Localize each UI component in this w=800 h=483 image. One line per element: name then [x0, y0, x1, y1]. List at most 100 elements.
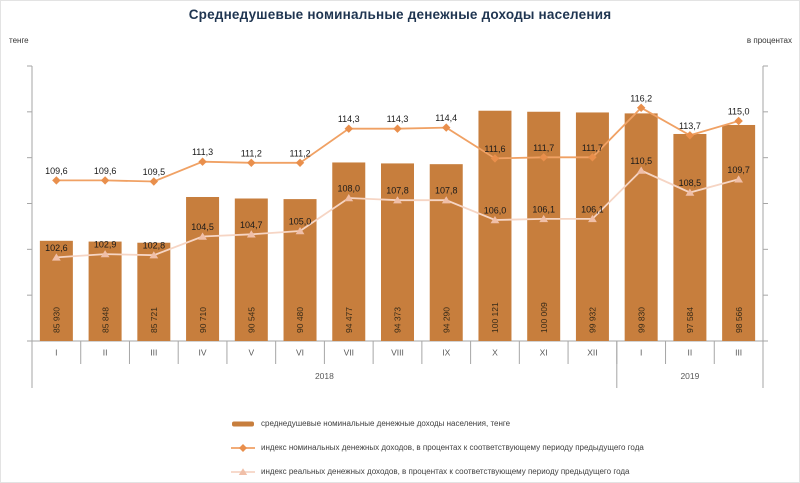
legend-item: индекс реальных денежных доходов, в проц…: [231, 464, 644, 479]
legend-label: индекс реальных денежных доходов, в проц…: [261, 467, 630, 476]
bar-value-label: 98 566: [734, 307, 744, 333]
month-label: IX: [442, 348, 450, 358]
triangle-marker: [100, 250, 110, 258]
year-label: 2019: [680, 371, 699, 381]
point-label: 109,5: [143, 167, 166, 177]
legend-bar-swatch: [232, 421, 254, 426]
bar-value-label: 85 930: [52, 307, 62, 333]
bar-value-label: 90 710: [198, 307, 208, 333]
point-label: 102,9: [94, 240, 117, 250]
diamond-marker: [490, 154, 500, 163]
month-label: VIII: [391, 348, 404, 358]
left-axis-unit-label: тенге: [9, 36, 29, 45]
bar: [429, 164, 463, 341]
legend-label: индекс номинальных денежных доходов, в п…: [261, 443, 644, 452]
legend-item: среднедушевые номинальные денежные доход…: [231, 416, 644, 431]
diamond-marker: [393, 124, 402, 133]
point-label: 107,8: [386, 186, 409, 196]
point-label: 107,8: [435, 186, 458, 196]
triangle-marker: [246, 230, 256, 238]
diamond-marker: [198, 157, 207, 166]
diamond-marker: [247, 158, 256, 167]
bar: [234, 198, 268, 341]
bar-value-label: 100 009: [539, 302, 549, 333]
diamond-marker: [100, 176, 110, 185]
bar: [137, 242, 171, 341]
triangle-marker: [51, 253, 61, 261]
legend-item: индекс номинальных денежных доходов, в п…: [231, 440, 644, 455]
month-label: V: [248, 348, 254, 358]
bar-value-label: 94 290: [441, 307, 451, 333]
point-label: 111,7: [533, 143, 554, 153]
legend-label: среднедушевые номинальные денежные доход…: [261, 419, 511, 428]
month-label: X: [492, 348, 498, 358]
bar-value-label: 90 545: [247, 307, 257, 333]
point-label: 111,6: [484, 144, 505, 154]
bar-value-label: 100 121: [490, 302, 500, 333]
point-label: 104,5: [191, 222, 214, 232]
point-label: 109,6: [45, 166, 68, 176]
diamond-marker: [734, 116, 743, 126]
point-label: 102,8: [143, 241, 166, 251]
diamond-marker: [149, 177, 159, 186]
month-label: XI: [540, 348, 548, 358]
bar-value-label: 99 932: [588, 307, 598, 333]
point-label: 104,7: [240, 220, 263, 230]
point-label: 110,5: [630, 156, 652, 166]
triangle-marker: [149, 251, 159, 259]
bar-value-label: 94 477: [344, 307, 354, 333]
triangle-marker: [295, 227, 305, 235]
month-label: III: [150, 348, 157, 358]
legend-diamond-marker: [231, 443, 255, 452]
month-label: III: [735, 348, 742, 358]
bar-value-label: 94 373: [393, 307, 403, 333]
point-label: 116,2: [630, 93, 652, 103]
bar: [624, 113, 658, 342]
point-label: 108,5: [679, 178, 702, 188]
point-label: 105,0: [289, 217, 312, 227]
triangle-marker: [636, 166, 646, 174]
bar-value-label: 85 721: [149, 307, 159, 333]
point-label: 106,0: [484, 206, 507, 216]
diamond-marker: [539, 153, 548, 162]
chart-title: Среднедушевые номинальные денежные доход…: [188, 7, 612, 22]
bar-value-label: 85 848: [100, 307, 110, 333]
chart-legend: среднедушевые номинальные денежные доход…: [231, 416, 644, 479]
point-label: 111,2: [289, 148, 310, 158]
bar-value-label: 90 480: [295, 307, 305, 333]
bar: [332, 162, 366, 341]
month-label: I: [55, 348, 57, 358]
point-label: 111,3: [192, 147, 213, 157]
point-label: 115,0: [728, 107, 750, 117]
point-label: 114,4: [435, 113, 457, 123]
triangle-marker: [344, 194, 354, 202]
point-label: 109,6: [94, 166, 117, 176]
point-label: 114,3: [338, 114, 360, 124]
bar: [527, 111, 561, 342]
month-label: II: [103, 348, 108, 358]
bar: [673, 133, 707, 341]
triangle-marker: [588, 214, 597, 223]
triangle-marker: [393, 196, 402, 204]
bar: [186, 196, 220, 341]
month-label: XII: [587, 348, 597, 358]
point-label: 102,6: [45, 243, 68, 253]
month-label: I: [640, 348, 642, 358]
diamond-marker: [588, 153, 597, 162]
bar: [575, 112, 609, 341]
triangle-marker: [685, 188, 695, 196]
bar: [722, 124, 756, 341]
year-label: 2018: [315, 371, 334, 381]
point-label: 108,0: [338, 184, 361, 194]
diamond-marker: [295, 158, 305, 167]
point-label: 111,7: [582, 143, 603, 153]
bar-value-label: 97 584: [685, 307, 695, 333]
right-axis-unit-label: в процентах: [746, 36, 792, 45]
month-label: VI: [296, 348, 304, 358]
point-label: 106,1: [581, 204, 604, 214]
diamond-marker: [636, 103, 646, 112]
month-label: II: [688, 348, 693, 358]
triangle-marker: [490, 216, 500, 224]
